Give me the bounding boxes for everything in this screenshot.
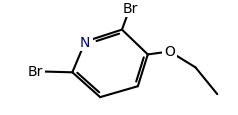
Text: Br: Br: [122, 2, 138, 16]
Text: N: N: [80, 35, 90, 49]
Text: O: O: [164, 45, 175, 59]
Text: Br: Br: [28, 65, 43, 79]
